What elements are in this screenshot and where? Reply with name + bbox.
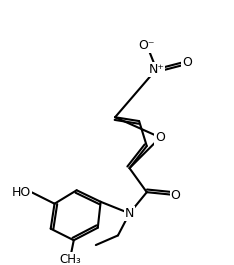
Text: O⁻: O⁻ [139, 39, 155, 52]
Text: N: N [125, 207, 134, 220]
Text: HO: HO [12, 186, 32, 199]
Text: O: O [171, 189, 181, 202]
Text: O: O [155, 131, 165, 144]
Text: O: O [182, 56, 192, 69]
Text: CH₃: CH₃ [59, 253, 81, 265]
Text: N⁺: N⁺ [148, 63, 165, 76]
